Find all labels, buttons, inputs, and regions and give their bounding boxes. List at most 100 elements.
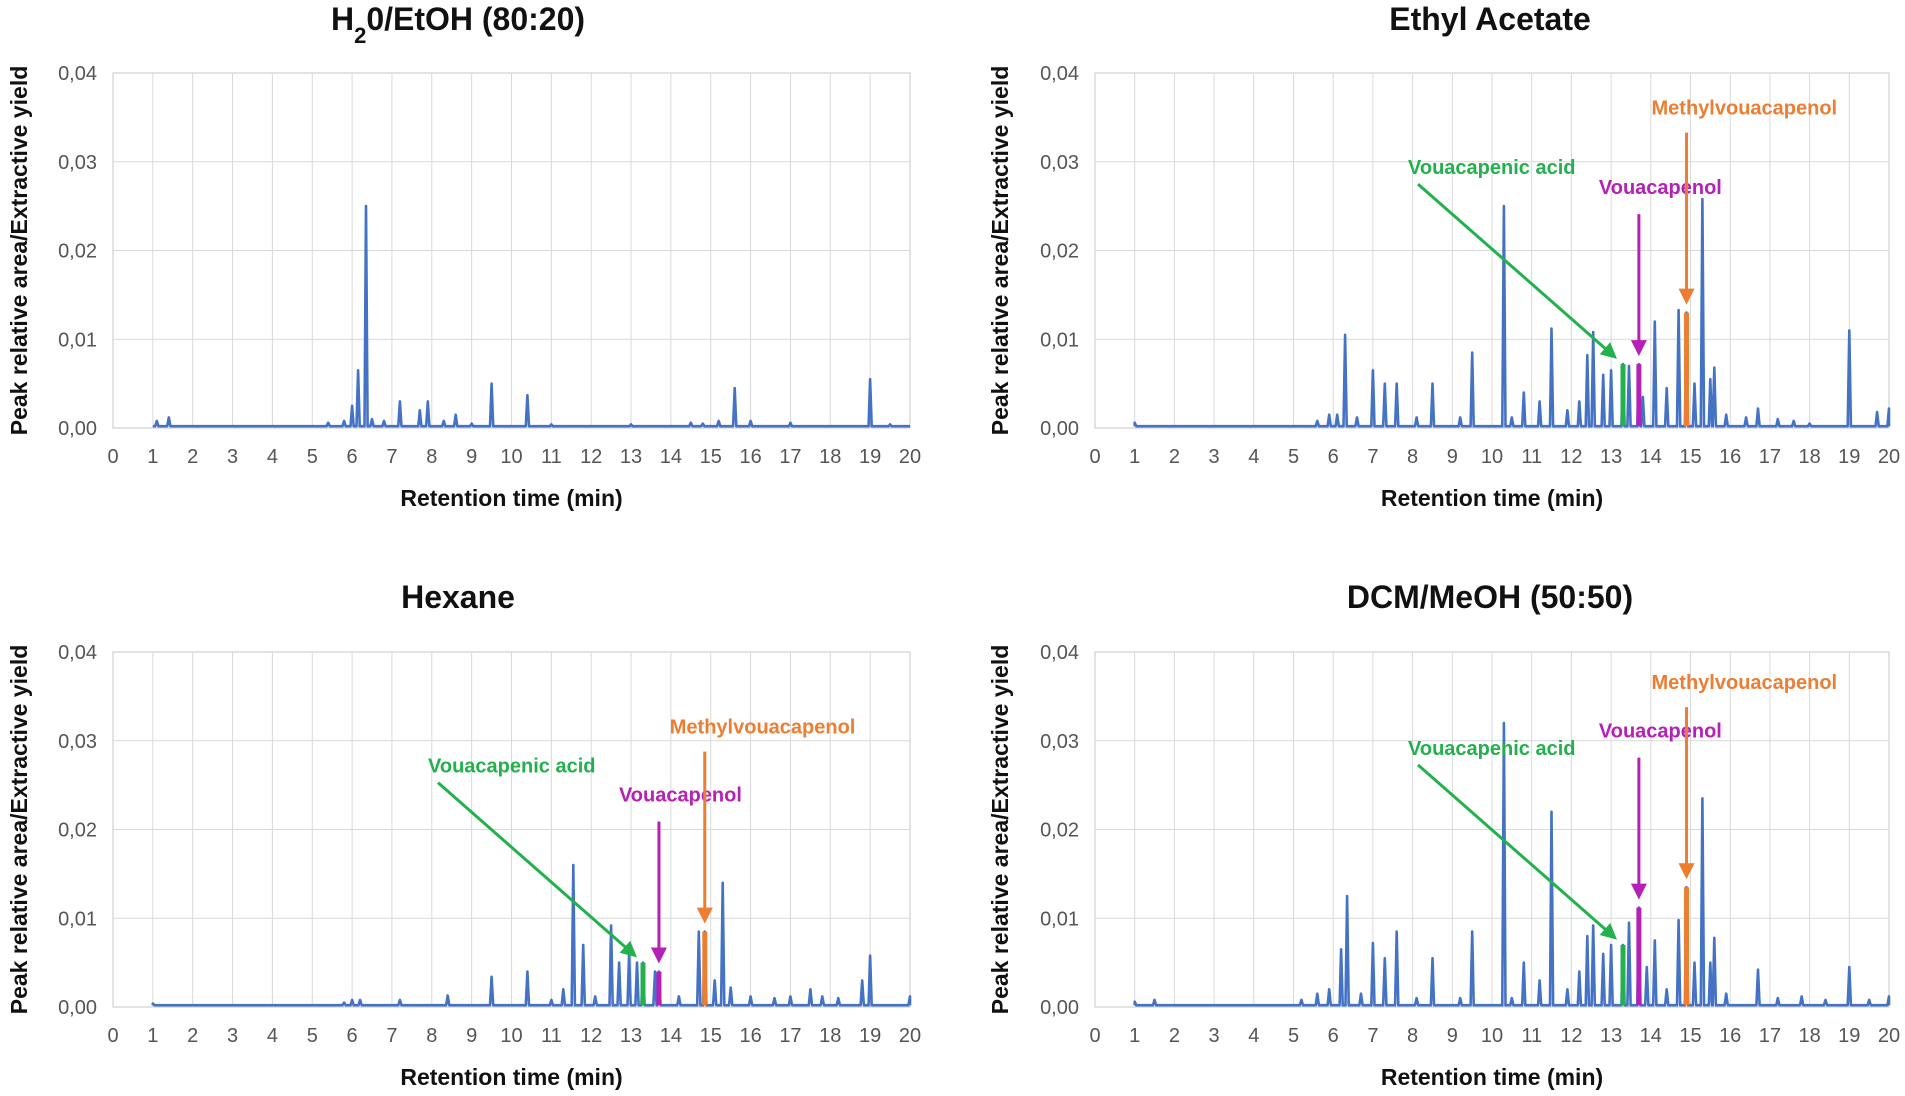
x-tick-label: 16 xyxy=(1719,446,1741,468)
y-axis-label: Peak relative area/Extractive yield xyxy=(6,66,32,436)
x-tick-label: 17 xyxy=(779,1025,801,1047)
arrow-head xyxy=(1599,342,1617,359)
chromatogram-line xyxy=(152,204,910,428)
arrow-head xyxy=(1630,340,1647,357)
x-tick-label: 16 xyxy=(739,446,761,468)
x-tick-label: 6 xyxy=(347,1025,358,1047)
x-tick-label: 10 xyxy=(500,1025,522,1047)
chromatogram-line xyxy=(1133,197,1891,428)
annotation-label: Methylvouacapenol xyxy=(670,717,856,739)
x-tick-label: 0 xyxy=(1089,1025,1100,1047)
x-tick-label: 10 xyxy=(1481,1025,1503,1047)
x-tick-label: 0 xyxy=(107,446,118,468)
x-tick-label: 13 xyxy=(1600,1025,1622,1047)
y-tick-label: 0,03 xyxy=(58,731,97,753)
x-tick-label: 1 xyxy=(147,446,158,468)
x-tick-label: 16 xyxy=(1719,1025,1741,1047)
y-tick-label: 0,00 xyxy=(58,418,97,440)
chart-title: DCM/MeOH (50:50) xyxy=(1347,579,1633,615)
x-axis-label: Retention time (min) xyxy=(1381,485,1603,511)
chart-title: H20/EtOH (80:20) xyxy=(331,1,585,48)
x-tick-label: 20 xyxy=(1878,1025,1900,1047)
x-tick-label: 1 xyxy=(1129,1025,1140,1047)
x-tick-label: 1 xyxy=(147,1025,158,1047)
x-tick-label: 6 xyxy=(347,446,358,468)
x-tick-label: 13 xyxy=(1600,446,1622,468)
x-tick-label: 9 xyxy=(466,1025,477,1047)
y-tick-label: 0,00 xyxy=(1040,997,1079,1019)
x-tick-label: 16 xyxy=(739,1025,761,1047)
x-tick-label: 14 xyxy=(1640,1025,1662,1047)
chart-title: Ethyl Acetate xyxy=(1389,1,1591,37)
y-tick-label: 0,03 xyxy=(1040,731,1079,753)
x-tick-label: 12 xyxy=(1560,446,1582,468)
x-tick-label: 5 xyxy=(307,446,318,468)
annotation-label: Vouacapenic acid xyxy=(1408,738,1575,760)
x-tick-label: 13 xyxy=(620,1025,642,1047)
x-tick-label: 15 xyxy=(1679,446,1701,468)
arrow-head xyxy=(1630,883,1647,900)
x-tick-label: 12 xyxy=(1560,1025,1582,1047)
x-tick-label: 7 xyxy=(1367,1025,1378,1047)
x-tick-label: 3 xyxy=(227,446,238,468)
x-tick-label: 7 xyxy=(386,1025,397,1047)
x-tick-label: 10 xyxy=(1481,446,1503,468)
x-tick-label: 14 xyxy=(1640,446,1662,468)
x-tick-label: 4 xyxy=(267,446,278,468)
chart-title: Hexane xyxy=(401,579,515,615)
chart-panel-4: 0 1 2 3 4 5 6 7 8 9 10 11 12 13 14 15 16 17 18 19 200,000,01… xyxy=(987,579,1900,1090)
x-tick-label: 10 xyxy=(500,446,522,468)
x-tick-label: 19 xyxy=(1838,446,1860,468)
x-tick-label: 11 xyxy=(1521,1025,1542,1047)
y-axis-label: Peak relative area/Extractive yield xyxy=(987,645,1013,1015)
y-tick-label: 0,01 xyxy=(58,908,97,930)
x-axis-label: Retention time (min) xyxy=(400,485,622,511)
y-tick-label: 0,00 xyxy=(58,997,97,1019)
annotation-label: Methylvouacapenol xyxy=(1652,98,1838,120)
x-tick-label: 7 xyxy=(386,446,397,468)
annotation-label: Vouacapenol xyxy=(1599,177,1722,199)
x-tick-label: 11 xyxy=(1521,446,1542,468)
x-tick-label: 17 xyxy=(1759,1025,1781,1047)
x-tick-label: 19 xyxy=(1838,1025,1860,1047)
y-tick-label: 0,02 xyxy=(58,241,97,263)
x-tick-label: 6 xyxy=(1328,446,1339,468)
y-tick-label: 0,03 xyxy=(58,152,97,174)
y-tick-label: 0,02 xyxy=(1040,241,1079,263)
x-tick-label: 4 xyxy=(267,1025,278,1047)
y-tick-label: 0,04 xyxy=(58,63,97,85)
x-tick-label: 18 xyxy=(1798,1025,1820,1047)
annotation-arrow xyxy=(1417,182,1611,354)
x-tick-label: 14 xyxy=(660,1025,682,1047)
x-tick-label: 4 xyxy=(1248,1025,1259,1047)
x-tick-label: 18 xyxy=(1798,446,1820,468)
x-tick-label: 20 xyxy=(899,446,921,468)
annotation-label: Vouacapenic acid xyxy=(428,756,595,778)
x-tick-label: 17 xyxy=(779,446,801,468)
x-tick-label: 11 xyxy=(541,446,562,468)
x-tick-label: 5 xyxy=(1288,446,1299,468)
arrow-head xyxy=(1678,863,1695,880)
y-tick-label: 0,04 xyxy=(58,642,97,664)
x-tick-label: 18 xyxy=(819,446,841,468)
x-tick-label: 11 xyxy=(541,1025,562,1047)
y-tick-label: 0,02 xyxy=(1040,820,1079,842)
x-tick-label: 1 xyxy=(1129,446,1140,468)
annotation-label: Methylvouacapenol xyxy=(1652,672,1838,694)
x-tick-label: 2 xyxy=(1169,1025,1180,1047)
x-tick-label: 8 xyxy=(1407,1025,1418,1047)
y-axis-label: Peak relative area/Extractive yield xyxy=(987,66,1013,436)
y-tick-label: 0,04 xyxy=(1040,63,1079,85)
x-tick-label: 2 xyxy=(1169,446,1180,468)
x-tick-label: 8 xyxy=(426,1025,437,1047)
x-tick-label: 3 xyxy=(227,1025,238,1047)
x-tick-label: 8 xyxy=(1407,446,1418,468)
x-tick-label: 5 xyxy=(307,1025,318,1047)
x-tick-label: 15 xyxy=(1679,1025,1701,1047)
x-tick-label: 12 xyxy=(580,446,602,468)
annotation-label: Vouacapenol xyxy=(1599,721,1722,743)
x-axis-label: Retention time (min) xyxy=(1381,1064,1603,1090)
y-tick-label: 0,00 xyxy=(1040,418,1079,440)
x-tick-label: 9 xyxy=(1447,446,1458,468)
